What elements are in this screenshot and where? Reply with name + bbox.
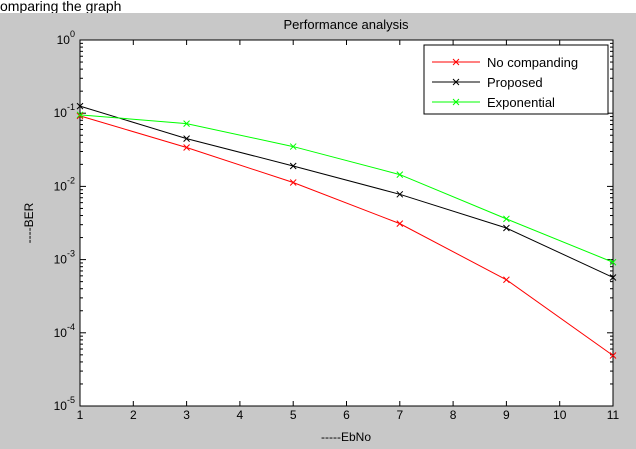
series-layer (76, 102, 617, 359)
data-point-marker (396, 190, 404, 198)
legend-swatch-marker (452, 78, 460, 86)
y-tick-label: 10-1 (54, 102, 75, 120)
y-tick-label: 100 (57, 29, 75, 47)
data-point-marker (609, 258, 617, 266)
x-tick-label: 1 (77, 408, 84, 422)
legend-swatch-marker (452, 58, 460, 66)
x-tick-label: 11 (607, 408, 620, 422)
y-tick-label: 10-2 (54, 175, 75, 193)
x-tick-label: 8 (450, 408, 457, 422)
x-tick-label: 4 (237, 408, 244, 422)
header-text: omparing the graph (0, 0, 121, 14)
y-tick-label: 10-4 (54, 322, 75, 340)
data-point-marker (503, 224, 510, 232)
data-point-marker (503, 215, 510, 223)
legend-label: Exponential (487, 95, 555, 110)
series-no-companding (76, 112, 617, 359)
y-tick-exponent: -5 (67, 395, 75, 405)
y-tick-base: 10 (54, 179, 68, 193)
y-tick-base: 10 (57, 33, 71, 47)
y-tick-exponent: 0 (70, 29, 75, 39)
y-tick-base: 10 (54, 106, 68, 120)
x-tick-label: 2 (130, 408, 137, 422)
data-point-marker (396, 171, 404, 178)
data-point-marker (289, 143, 297, 150)
chart-title: Performance analysis (284, 17, 409, 32)
x-tick-label: 5 (290, 408, 297, 422)
legend-items: No companding Proposed Exponential (432, 55, 578, 110)
y-tick-exponent: -1 (67, 102, 75, 112)
data-point-marker (289, 179, 297, 186)
x-tick-label: 9 (503, 408, 510, 422)
data-point-marker (609, 274, 617, 281)
legend-label: No companding (487, 55, 578, 70)
data-point-marker (76, 102, 84, 110)
x-tick-label: 6 (343, 408, 350, 422)
y-tick-exponent: -2 (67, 175, 75, 185)
x-tick-label: 7 (396, 408, 403, 422)
y-tick-label: 10-5 (54, 395, 75, 413)
series-line (79, 105, 614, 278)
data-point-marker (183, 144, 190, 151)
data-point-marker (183, 135, 190, 142)
series-exponential (76, 111, 617, 266)
data-point-marker (289, 162, 297, 170)
y-tick-label: 10-3 (54, 249, 75, 267)
y-tick-base: 10 (54, 399, 68, 413)
x-tick-label: 10 (553, 408, 567, 422)
legend-swatch-marker (452, 98, 460, 106)
series-line (79, 115, 614, 356)
y-tick-exponent: -4 (67, 322, 75, 332)
x-tick-label: 3 (183, 408, 190, 422)
data-point-marker (183, 120, 190, 127)
series-line (79, 114, 614, 263)
y-tick-base: 10 (54, 253, 68, 267)
x-axis-label: -----EbNo (321, 430, 371, 444)
legend: No companding Proposed Exponential (423, 44, 609, 115)
legend-label: Proposed (487, 75, 543, 90)
data-point-marker (76, 112, 84, 120)
series-proposed (76, 102, 617, 281)
y-axis-label: ----BER (22, 202, 36, 243)
data-point-marker (76, 111, 84, 119)
y-tick-base: 10 (54, 326, 68, 340)
data-point-marker (609, 352, 617, 359)
data-point-marker (396, 220, 404, 227)
y-tick-exponent: -3 (67, 249, 75, 259)
data-point-marker (503, 276, 510, 284)
